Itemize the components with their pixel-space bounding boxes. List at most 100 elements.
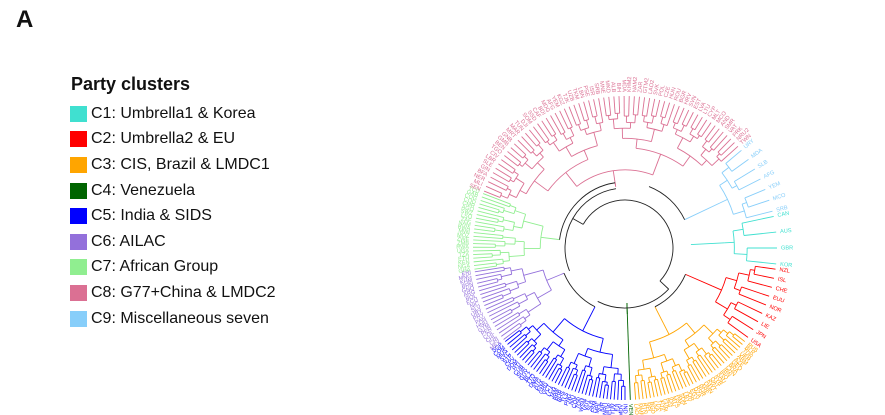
dendrogram-leaf-label: BIH (615, 83, 621, 93)
dendrogram-leaf-branch (599, 381, 603, 398)
dendrogram-branch-arc (647, 381, 652, 383)
dendrogram-leaf-branch (473, 256, 493, 259)
dendrogram-branch (515, 240, 525, 243)
dendrogram-branch (734, 287, 741, 291)
dendrogram-leaf-branch (721, 344, 733, 356)
dendrogram-leaf-branch (578, 103, 585, 121)
dendrogram-branch (703, 324, 714, 335)
dendrogram-branch (686, 360, 690, 366)
dendrogram-leaf-branch (753, 273, 775, 279)
dendrogram-branch-arc (564, 318, 604, 339)
dendrogram-branch-arc (599, 373, 607, 376)
dendrogram-leaf-label: VCT (542, 383, 553, 396)
dendrogram-leaf-label: HRV (683, 92, 693, 105)
dendrogram-branch (741, 202, 747, 205)
dendrogram-leaf-branch (653, 379, 659, 397)
dendrogram-leaf-branch (602, 384, 606, 399)
dendrogram-leaf-branch (487, 299, 515, 314)
dendrogram-branch-arc (526, 340, 530, 344)
dendrogram-leaf-branch (732, 336, 743, 345)
dendrogram-branch-arc (715, 277, 727, 303)
dendrogram-branch (660, 116, 664, 124)
legend-item-c7: C7: African Group (70, 255, 330, 281)
dendrogram-leaf-label: ZAR (637, 81, 644, 93)
dendrogram-leaf-label: CIV (488, 150, 499, 160)
dendrogram-branch (610, 354, 614, 368)
dendrogram-leaf-branch (478, 207, 499, 214)
dendrogram-leaf-branch (550, 115, 562, 135)
dendrogram-leaf-label: MLT (711, 109, 722, 122)
dendrogram-branch (513, 293, 525, 300)
legend-swatch (70, 284, 87, 301)
dendrogram-branch (505, 280, 517, 286)
dendrogram-leaf-label: LBR (484, 154, 496, 165)
dendrogram-branch (533, 333, 542, 342)
dendrogram-leaf-label: SLV (470, 305, 482, 315)
dendrogram-leaf-label: SRB (776, 205, 789, 214)
dendrogram-leaf-branch (474, 265, 497, 270)
dendrogram-leaf-label: MDA (621, 80, 627, 93)
dendrogram-branch (654, 375, 657, 380)
dendrogram-leaf-branch (480, 200, 505, 209)
dendrogram-leaf-branch (646, 97, 651, 117)
dendrogram-branch (635, 375, 637, 383)
dendrogram-branch (729, 331, 734, 336)
dendrogram-branch-arc (526, 326, 531, 332)
dendrogram-leaf-branch (539, 361, 549, 374)
dendrogram-leaf-branch (476, 273, 501, 280)
dendrogram-leaf-branch (494, 312, 519, 327)
dendrogram-branch (723, 314, 731, 320)
dendrogram-branch-arc (543, 347, 551, 353)
legend-swatch (70, 131, 87, 148)
dendrogram-branch-arc (711, 346, 716, 350)
legend-item-c6: C6: AILAC (70, 229, 330, 255)
dendrogram-branch (523, 220, 544, 227)
dendrogram-branch (716, 328, 722, 333)
dendrogram-leaf-branch (618, 96, 621, 114)
dendrogram-leaf-branch (488, 301, 518, 317)
dendrogram-leaf-branch (581, 374, 588, 394)
dendrogram-branch (702, 140, 708, 147)
dendrogram-branch (532, 151, 538, 157)
dendrogram-leaf-label: NRU (602, 403, 609, 415)
dendrogram-leaf-label: RWA (456, 245, 469, 251)
dendrogram-leaf-label: SDN (678, 393, 688, 406)
dendrogram-leaf-branch (608, 96, 612, 116)
dendrogram-leaf-branch (563, 108, 573, 128)
dendrogram-leaf-branch (738, 293, 767, 306)
dendrogram-branch (546, 356, 550, 361)
dendrogram-branch (674, 129, 678, 135)
dendrogram-branch (661, 124, 665, 132)
dendrogram-branch-arc (519, 323, 522, 327)
dendrogram-leaf-label: BGD (648, 401, 656, 414)
dendrogram-branch (562, 133, 567, 140)
dendrogram-branch-arc (603, 366, 619, 369)
dendrogram-leaf-branch (524, 351, 535, 363)
dendrogram-leaf-label: AFG (763, 170, 776, 181)
dendrogram-branch-arc (718, 329, 724, 336)
dendrogram-branch (503, 219, 515, 223)
dendrogram-branch (553, 134, 558, 141)
dendrogram-branch-arc (553, 357, 557, 361)
dendrogram-branch (689, 128, 694, 135)
dendrogram-branch-arc (568, 126, 573, 130)
dendrogram-leaf-label: EUU (772, 295, 785, 304)
dendrogram-leaf-label: MDA (750, 148, 764, 160)
dendrogram-branch-arc (580, 127, 589, 131)
dendrogram-leaf-branch (748, 199, 770, 208)
dendrogram-branch (524, 314, 531, 320)
dendrogram-branch (666, 370, 669, 375)
dendrogram-leaf-label: IRQ (718, 370, 729, 382)
dendrogram-branch (599, 122, 602, 131)
dendrogram-leaf-label: LTU (702, 104, 712, 116)
dendrogram-leaf-label: ECU (466, 297, 479, 307)
dendrogram-leaf-branch (473, 239, 506, 243)
dendrogram-leaf-branch (613, 96, 616, 114)
dendrogram-leaf-branch (474, 266, 504, 273)
dendrogram-leaf-branch (504, 155, 519, 167)
dendrogram-leaf-label: FJI (615, 403, 621, 411)
dendrogram-branch (537, 162, 545, 170)
dendrogram-branch (599, 338, 604, 353)
dendrogram-branch (682, 155, 691, 167)
dendrogram-leaf-label: NIU (568, 395, 577, 406)
